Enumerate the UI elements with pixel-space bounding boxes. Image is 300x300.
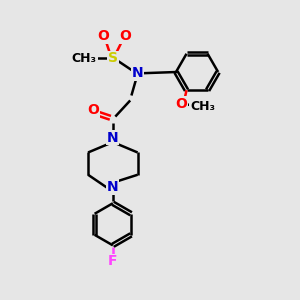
Text: CH₃: CH₃ xyxy=(190,100,215,113)
Text: N: N xyxy=(132,66,143,80)
Text: O: O xyxy=(176,97,188,111)
Text: O: O xyxy=(97,29,109,43)
Text: CH₃: CH₃ xyxy=(72,52,97,65)
Text: O: O xyxy=(119,29,131,43)
Text: N: N xyxy=(107,130,119,145)
Text: F: F xyxy=(108,254,118,268)
Text: N: N xyxy=(107,180,119,194)
Text: O: O xyxy=(87,103,99,117)
Text: S: S xyxy=(108,51,118,65)
